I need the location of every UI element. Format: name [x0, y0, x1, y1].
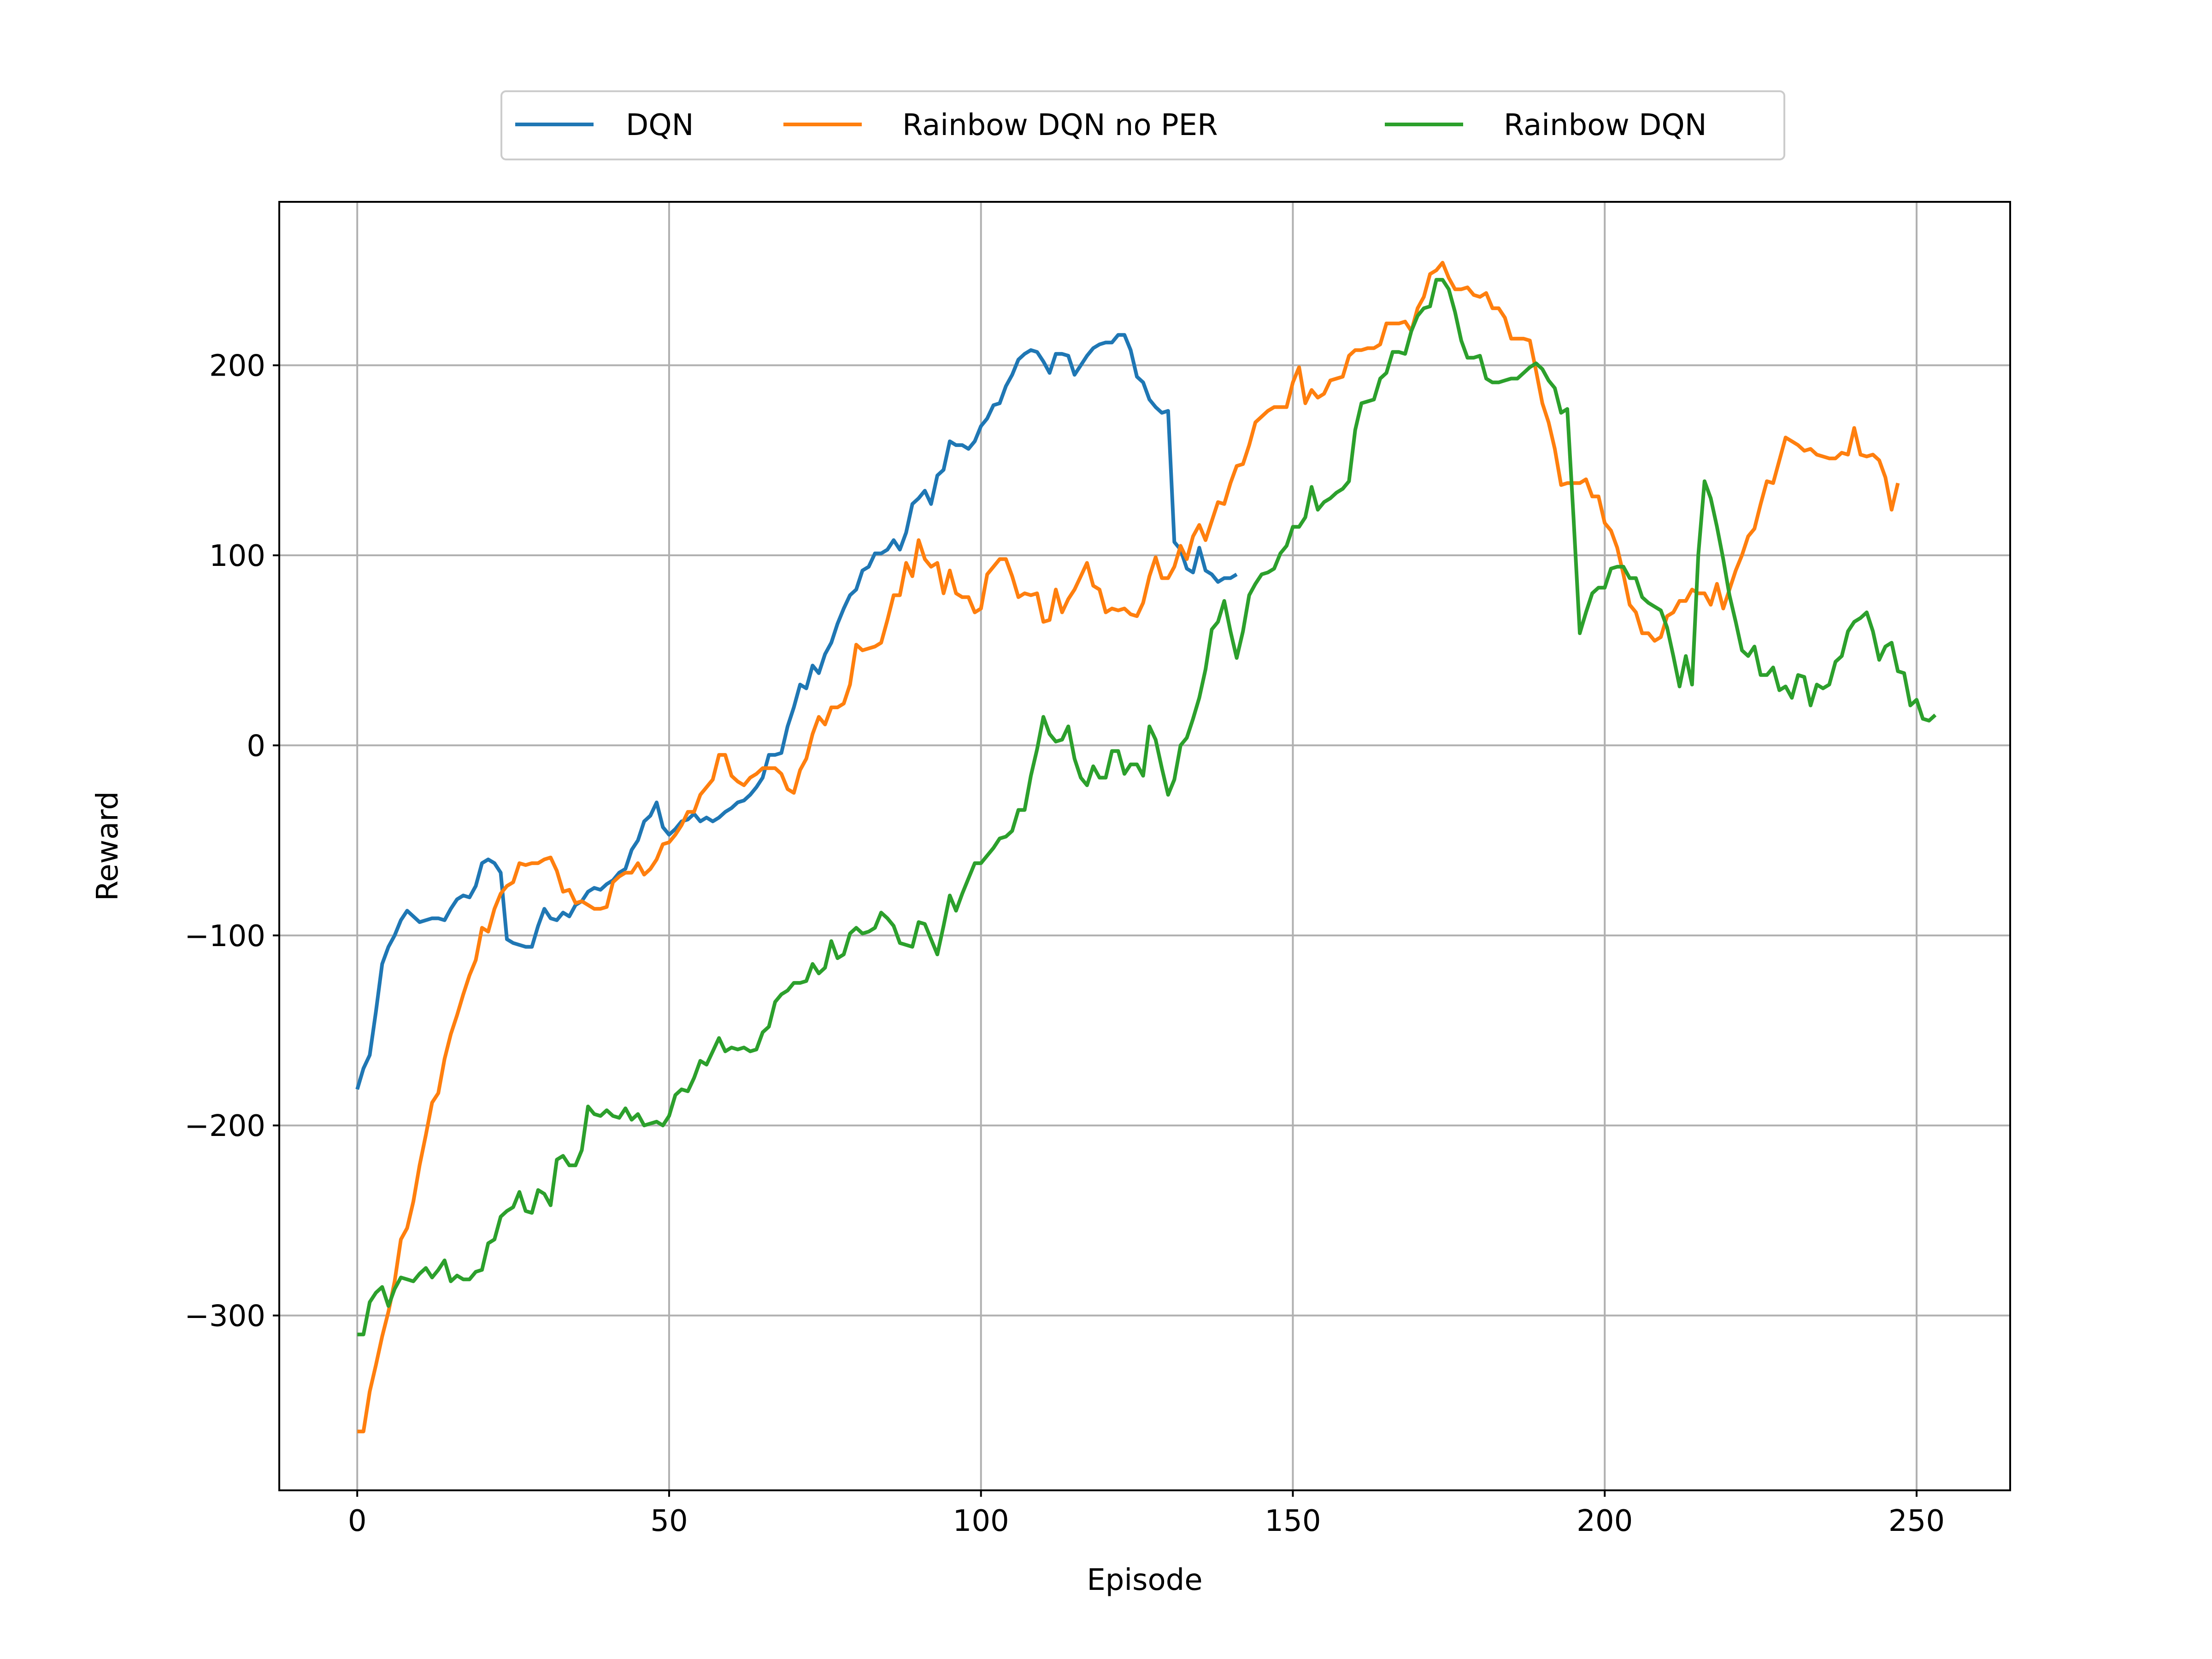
- legend-label: Rainbow DQN: [1504, 108, 1707, 142]
- y-tick-label: 0: [247, 729, 265, 763]
- x-tick-label: 50: [650, 1504, 688, 1538]
- legend: DQN Rainbow DQN no PER Rainbow DQN: [500, 90, 1785, 160]
- y-axis-title: Reward: [91, 791, 125, 901]
- legend-label: DQN: [626, 108, 694, 142]
- x-axis-title: Episode: [1087, 1563, 1202, 1597]
- x-tick-label: 150: [1265, 1504, 1321, 1538]
- series-line-2: [357, 278, 1937, 1336]
- series-line-0: [355, 333, 1238, 1090]
- x-tick-label: 100: [953, 1504, 1009, 1538]
- legend-box: [500, 90, 1785, 160]
- series-lines: [355, 261, 1937, 1434]
- axis-ticks: 0 50 100 150 200 250 −300 −200 −100 0 100 200: [184, 349, 1945, 1538]
- y-tick-label: 200: [209, 349, 265, 383]
- x-tick-label: 200: [1577, 1504, 1633, 1538]
- x-tick-label: 0: [348, 1504, 367, 1538]
- y-tick-label: 100: [209, 539, 265, 573]
- series-line-1: [357, 261, 1900, 1434]
- y-tick-label: −200: [184, 1109, 265, 1143]
- gridlines: [279, 202, 2010, 1490]
- plot-frame: [278, 201, 2011, 1491]
- y-tick-label: −100: [184, 919, 265, 953]
- y-tick-label: −300: [184, 1300, 265, 1334]
- legend-label: Rainbow DQN no PER: [902, 108, 1218, 142]
- x-tick-label: 250: [1888, 1504, 1945, 1538]
